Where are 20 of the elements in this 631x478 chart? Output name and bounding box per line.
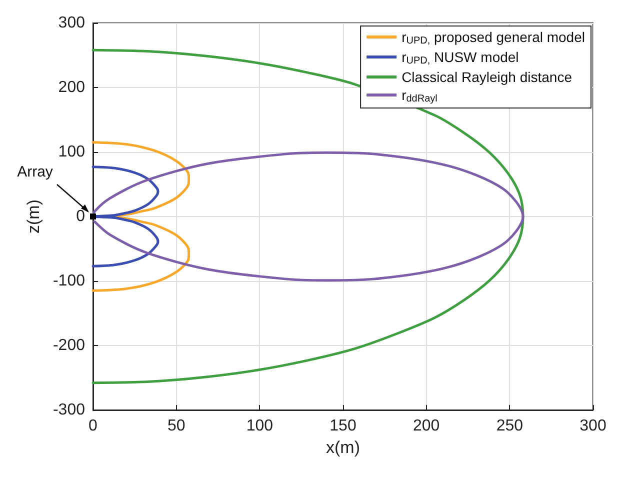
x-tick-label: 150 [330,418,356,434]
y-tick-label: -200 [52,337,86,354]
y-tick-label: -100 [52,272,86,290]
x-tick-label: 0 [88,418,98,434]
y-tick-label: -300 [52,402,86,418]
legend-label: Classical Rayleigh distance [402,69,572,85]
y-tick-label: 200 [58,79,86,96]
x-tick-label: 100 [246,418,274,434]
y-axis-title: z(m) [24,200,44,234]
x-tick-label: 300 [580,418,606,434]
line-series [92,151,524,282]
x-tick-label: 250 [496,418,524,434]
y-tick-label: 300 [58,14,86,32]
y-tick-label: 0 [76,208,86,225]
annotation: Array [17,164,54,180]
x-axis-title: x(m) [326,438,360,457]
x-tick-label: 50 [167,418,186,434]
line-series [92,166,160,268]
x-tick-label: 200 [412,418,440,434]
y-tick-label: 100 [58,144,86,160]
